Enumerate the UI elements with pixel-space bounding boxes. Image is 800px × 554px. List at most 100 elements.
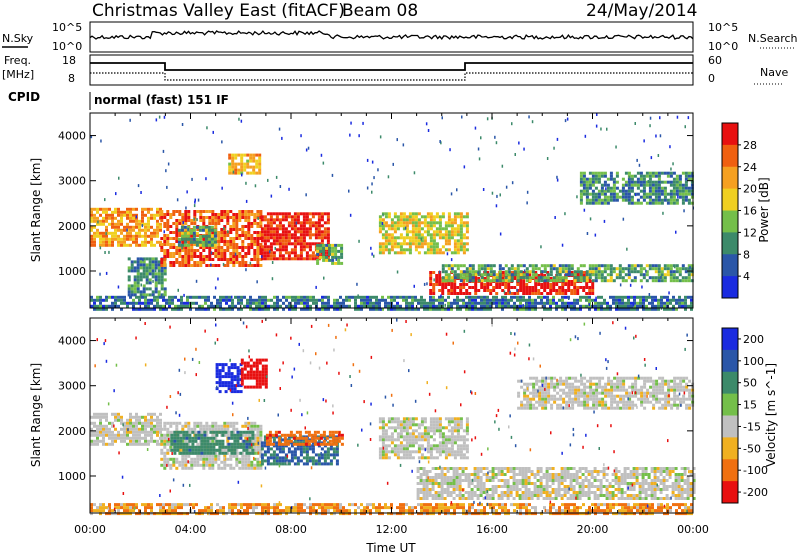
heatmap-cell [225,307,228,311]
heatmap-cell [615,174,619,178]
heatmap-cell [660,298,663,302]
heatmap-speckle [540,245,542,249]
heatmap-cell [429,304,432,308]
heatmap-cell [316,436,320,440]
heatmap-cell [579,295,582,299]
heatmap-cell [447,295,450,299]
heatmap-cell [302,236,306,240]
heatmap-cell [190,252,194,255]
heatmap-cell [591,174,595,178]
heatmap-cell [108,222,111,226]
heatmap-cell [660,198,664,202]
heatmap-speckle [496,194,498,198]
heatmap-cell [594,273,598,277]
heatmap-cell [187,213,191,216]
heatmap-cell [132,225,135,229]
heatmap-cell [284,251,288,255]
heatmap-cell [678,270,682,274]
heatmap-cell [99,231,102,235]
heatmap-cell [519,295,522,299]
heatmap-cell [305,230,309,234]
heatmap-cell [426,248,430,252]
heatmap-cell [108,213,111,217]
heatmap-cell [663,192,667,196]
heatmap-cell [147,421,150,425]
heatmap-cell [256,237,260,240]
heatmap-cell [555,273,559,277]
heatmap-cell [588,286,592,289]
heatmap-cell [567,304,570,308]
heatmap-cell [249,307,252,311]
heatmap-cell [328,430,332,434]
heatmap-cell [307,430,311,434]
heatmap-cell [441,236,445,240]
heatmap-cell [117,207,120,211]
heatmap-cell [456,227,460,231]
heatmap-cell [615,192,619,196]
heatmap-cell [591,283,595,286]
heatmap-cell [184,264,188,267]
heatmap-cell [123,237,126,241]
heatmap-cell [654,201,658,205]
heatmap-cell [462,248,466,252]
heatmap-cell [255,382,259,386]
heatmap-cell [99,424,102,428]
heatmap-cell [111,304,114,308]
heatmap-cell [127,287,131,291]
heatmap-cell [549,289,553,292]
heatmap-speckle [689,265,691,269]
heatmap-cell [132,298,135,302]
heatmap-cell [156,439,159,443]
heatmap-cell [108,207,111,211]
heatmap-cell [126,304,129,308]
heatmap-cell [127,269,131,273]
heatmap-cell [268,433,272,437]
heatmap-cell [148,287,152,291]
heatmap-cell [302,242,306,246]
heatmap-cell [331,258,335,262]
heatmap-cell [314,236,318,240]
heatmap-cell [281,462,285,466]
heatmap-cell [299,438,303,442]
heatmap-cell [498,273,502,277]
heatmap-cell [264,379,268,383]
heatmap-cell [672,186,676,190]
heatmap-cell [258,156,262,160]
heatmap-cell [621,307,624,311]
heatmap-cell [633,279,637,283]
heatmap-cell [213,243,217,247]
heatmap-cell [90,225,93,229]
heatmap-cell [447,233,451,237]
heatmap-cell [335,450,339,454]
heatmap-cell [253,216,257,219]
heatmap-cell [525,298,528,302]
heatmap-cell [319,255,323,259]
heatmap-cell [253,222,257,225]
heatmap-cell [603,270,607,274]
heatmap-cell [393,242,397,246]
heatmap-cell [378,227,382,231]
heatmap-cell [196,457,200,461]
heatmap-cell [666,273,670,277]
heatmap-cell [366,295,369,299]
heatmap-cell [156,225,159,229]
heatmap-cell [265,439,269,443]
heatmap-cell [299,227,303,231]
heatmap-cell [609,177,613,181]
heatmap-cell [651,201,655,205]
heatmap-cell [207,225,211,229]
heatmap-cell [190,463,194,467]
heatmap-cell [402,221,406,225]
heatmap-cell [417,218,421,222]
heatmap-cell [310,439,314,443]
heatmap-cell [507,292,511,295]
heatmap-cell [663,195,667,199]
heatmap-cell [281,438,285,442]
heatmap-cell [150,433,153,437]
heatmap-cell [138,442,141,446]
heatmap-speckle [257,217,259,220]
heatmap-cell [591,171,595,175]
heatmap-cell [387,215,391,219]
heatmap-cell [205,457,209,461]
heatmap-speckle [546,157,549,160]
